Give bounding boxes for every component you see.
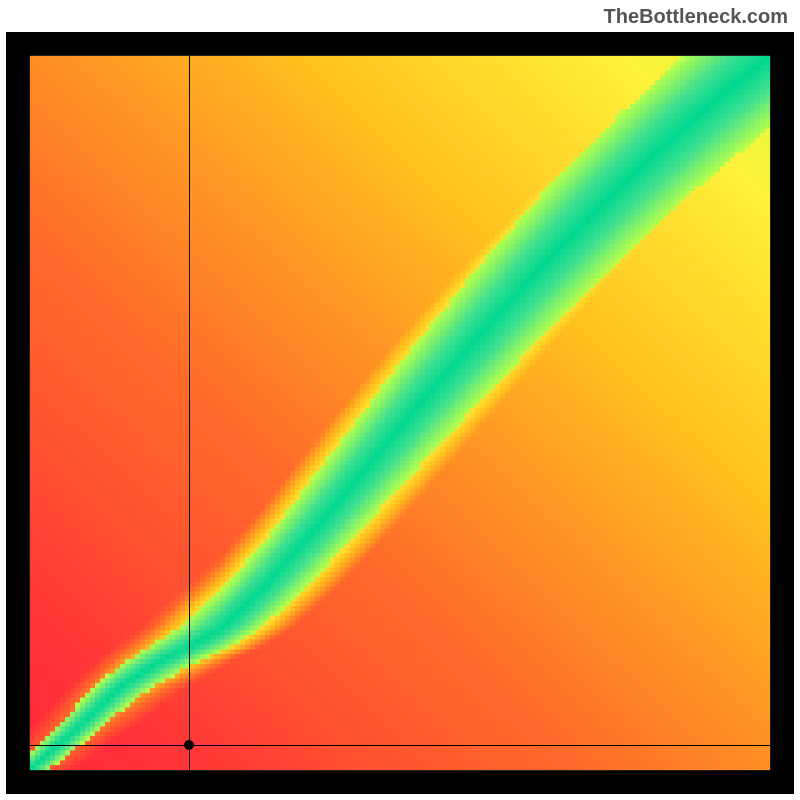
heatmap-canvas — [30, 56, 770, 770]
chart-container: TheBottleneck.com — [0, 0, 800, 800]
crosshair-vertical — [189, 56, 190, 770]
crosshair-horizontal — [30, 745, 770, 746]
attribution-text: TheBottleneck.com — [604, 6, 788, 29]
